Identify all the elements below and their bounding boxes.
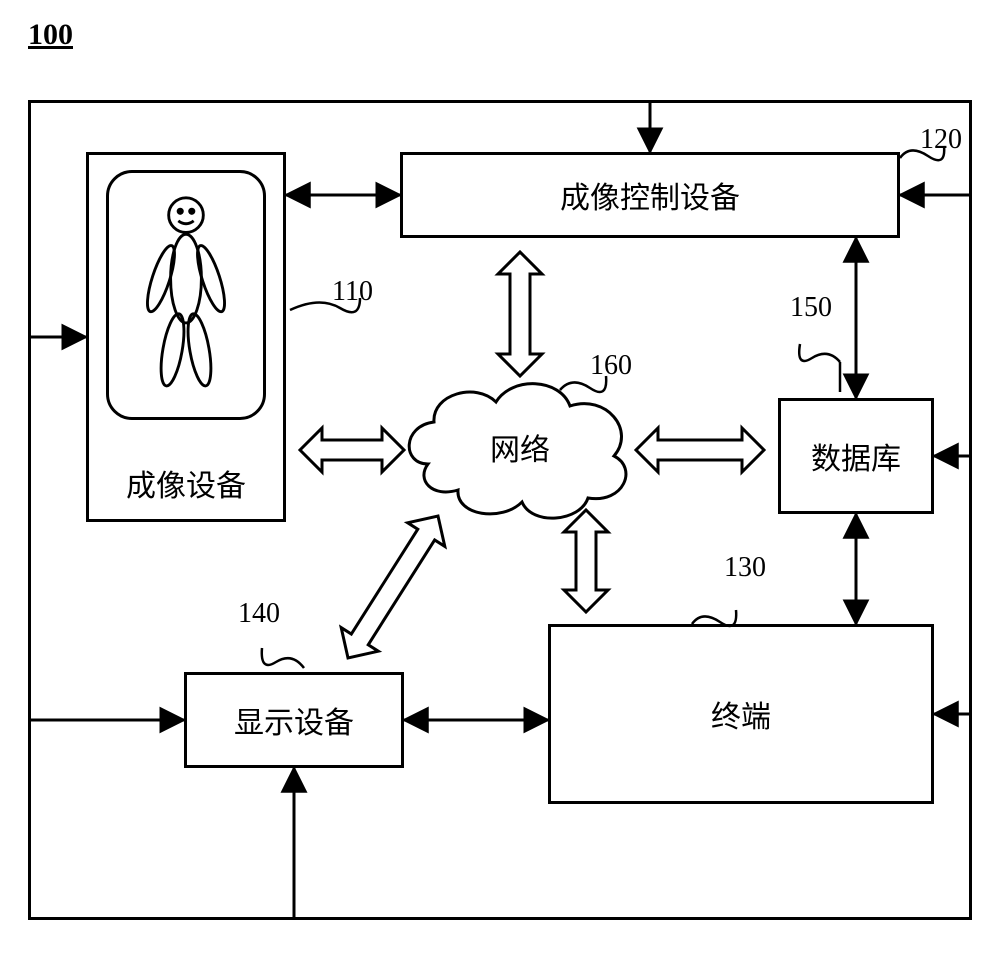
node-label: 显示设备 bbox=[234, 698, 354, 742]
ref-label-160: 160 bbox=[590, 350, 632, 382]
node-label: 数据库 bbox=[811, 434, 901, 478]
node-database: 数据库 bbox=[778, 398, 934, 514]
patient-icon bbox=[109, 173, 263, 417]
scanner-bed bbox=[106, 170, 266, 420]
ref-label-150: 150 bbox=[790, 292, 832, 324]
ref-label-130: 130 bbox=[724, 552, 766, 584]
node-label: 终端 bbox=[711, 692, 771, 736]
ref-label-140: 140 bbox=[238, 598, 280, 630]
ref-label-110: 110 bbox=[332, 276, 373, 308]
node-label: 成像设备 bbox=[126, 461, 246, 505]
ref-label-120: 120 bbox=[920, 124, 962, 156]
node-display-device: 显示设备 bbox=[184, 672, 404, 768]
node-label: 成像控制设备 bbox=[560, 173, 740, 217]
node-imaging-controller: 成像控制设备 bbox=[400, 152, 900, 238]
figure-number: 100 bbox=[28, 18, 73, 52]
diagram-canvas: 100 成像设备 成像控制设备 数据库 终端 显示设备 bbox=[0, 0, 1000, 974]
node-terminal: 终端 bbox=[548, 624, 934, 804]
